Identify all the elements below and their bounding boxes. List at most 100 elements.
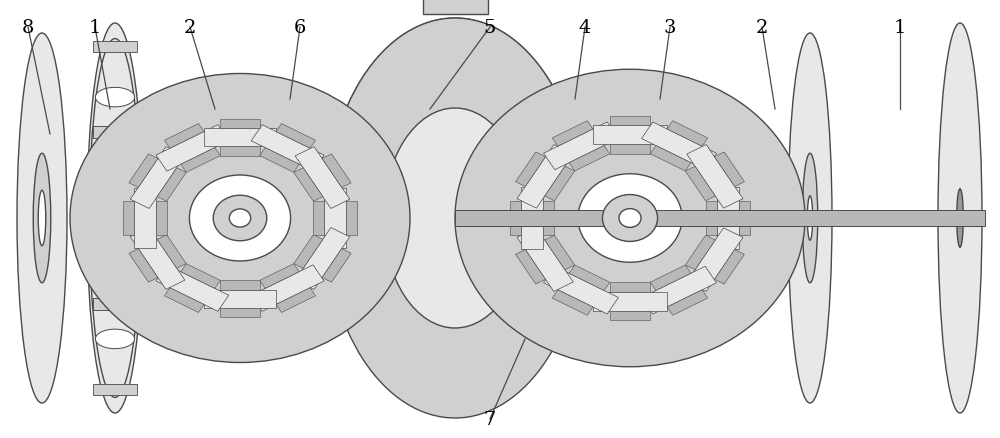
Polygon shape [130,147,185,209]
Polygon shape [510,201,521,236]
Ellipse shape [95,88,135,108]
Text: 5: 5 [484,19,496,37]
Ellipse shape [112,199,118,238]
Polygon shape [251,125,324,172]
Polygon shape [157,168,186,202]
Polygon shape [667,121,708,147]
Polygon shape [204,290,276,308]
Polygon shape [593,292,667,311]
Ellipse shape [95,148,135,168]
Ellipse shape [213,196,267,241]
Text: 6: 6 [294,19,306,37]
Polygon shape [610,145,650,155]
Polygon shape [346,202,357,235]
Polygon shape [569,265,610,291]
Ellipse shape [802,154,818,283]
Polygon shape [544,267,618,314]
Polygon shape [322,155,351,188]
Polygon shape [642,123,716,170]
Ellipse shape [95,269,135,289]
Ellipse shape [578,174,682,263]
Ellipse shape [189,176,291,261]
Polygon shape [687,228,743,292]
Polygon shape [552,290,593,315]
Polygon shape [667,290,708,315]
Ellipse shape [17,34,67,403]
Polygon shape [717,187,739,250]
Polygon shape [181,264,220,289]
Polygon shape [93,298,137,310]
Ellipse shape [325,19,585,418]
Polygon shape [650,146,691,172]
Polygon shape [322,249,351,283]
Polygon shape [93,127,137,139]
Polygon shape [130,228,185,290]
Polygon shape [220,147,260,156]
Polygon shape [93,384,137,396]
Polygon shape [650,265,691,291]
Ellipse shape [70,74,410,363]
Polygon shape [543,201,554,236]
Text: 1: 1 [894,19,906,37]
Polygon shape [545,167,575,201]
Polygon shape [610,311,650,321]
Polygon shape [220,119,260,128]
Ellipse shape [606,200,642,237]
Polygon shape [204,128,276,147]
Polygon shape [685,236,715,270]
Bar [221,209,273,228]
Text: 8: 8 [22,19,34,37]
Ellipse shape [95,148,135,168]
Polygon shape [545,236,575,270]
Polygon shape [642,267,716,314]
Ellipse shape [87,24,143,413]
Ellipse shape [957,189,963,247]
Polygon shape [220,308,260,318]
Polygon shape [516,250,546,284]
Polygon shape [123,202,134,235]
Polygon shape [552,121,593,147]
Polygon shape [181,148,220,173]
Text: 1: 1 [89,19,101,37]
Polygon shape [517,145,573,208]
Ellipse shape [107,164,123,273]
Polygon shape [714,152,744,187]
Polygon shape [521,187,543,250]
Polygon shape [260,148,299,173]
Polygon shape [93,298,137,310]
Polygon shape [93,42,137,53]
Ellipse shape [384,109,526,328]
Polygon shape [93,127,137,139]
Ellipse shape [33,154,51,283]
Polygon shape [276,124,316,149]
Polygon shape [295,228,350,290]
Polygon shape [276,288,316,313]
Polygon shape [516,152,546,187]
Polygon shape [687,145,743,208]
Polygon shape [164,124,204,149]
Ellipse shape [788,34,832,403]
Text: 7: 7 [484,410,496,428]
Polygon shape [260,264,299,289]
Ellipse shape [938,24,982,413]
Polygon shape [610,283,650,292]
Bar [455,211,985,226]
Ellipse shape [95,269,135,289]
Text: 4: 4 [579,19,591,37]
Polygon shape [220,281,260,290]
Polygon shape [569,146,610,172]
Ellipse shape [114,209,116,228]
Polygon shape [324,188,346,249]
Polygon shape [739,201,750,236]
Bar [423,0,488,15]
Ellipse shape [602,195,658,242]
Polygon shape [164,288,204,313]
Polygon shape [517,228,573,292]
Polygon shape [544,123,618,170]
Ellipse shape [38,191,46,246]
Polygon shape [294,235,323,268]
Polygon shape [706,201,717,236]
Polygon shape [129,155,158,188]
Polygon shape [325,19,585,219]
Ellipse shape [89,39,141,398]
